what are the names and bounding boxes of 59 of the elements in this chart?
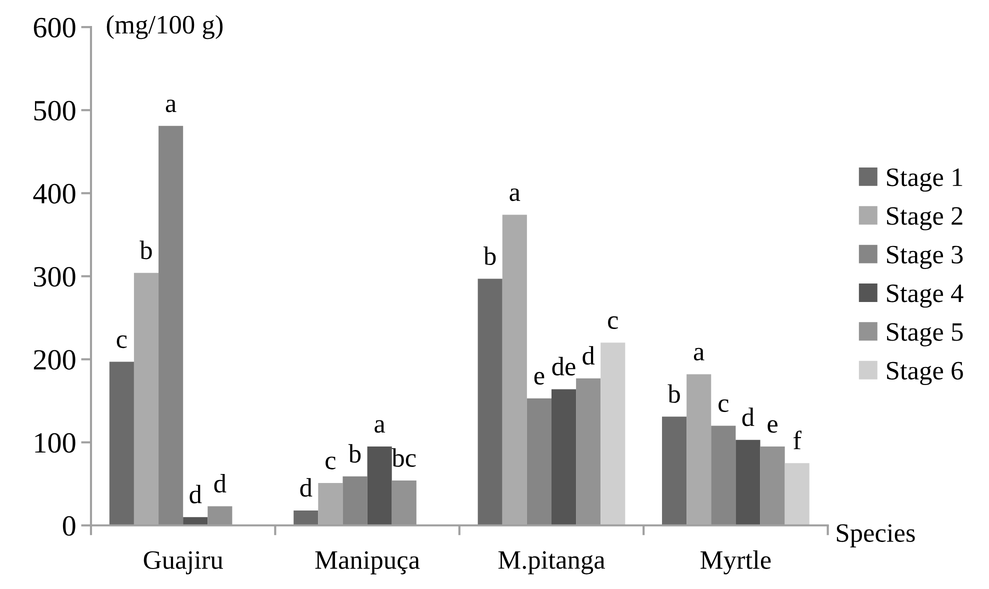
x-tick-label: M.pitanga	[498, 551, 605, 574]
bar	[158, 126, 184, 526]
y-tick-label: 500	[34, 100, 76, 121]
y-tick-label: 300	[34, 266, 76, 287]
x-axis-title: Species	[836, 524, 915, 548]
bar	[600, 342, 626, 526]
data-label: b	[348, 444, 361, 463]
bar	[183, 517, 208, 526]
bar	[576, 378, 601, 526]
bar	[711, 426, 736, 526]
data-label: c	[326, 456, 336, 470]
data-label: d	[190, 484, 202, 504]
data-label: d	[582, 346, 595, 365]
data-label: f	[794, 430, 802, 450]
bar	[294, 510, 318, 526]
data-label: d	[300, 478, 312, 497]
y-tick-label: 400	[33, 184, 76, 204]
bar	[109, 362, 134, 526]
x-tick-label: Manipuça	[315, 551, 420, 574]
bar	[784, 463, 810, 526]
data-label: de	[552, 356, 576, 376]
legend-label: Stage 3	[887, 246, 963, 269]
bar	[478, 278, 502, 526]
data-label: c	[116, 335, 127, 348]
bar	[760, 446, 785, 526]
data-label: bc	[392, 448, 416, 467]
bar	[208, 506, 232, 526]
data-label: c	[718, 399, 728, 412]
legend-label: Stage 6	[887, 362, 963, 386]
y-tick-label: 200	[34, 350, 76, 370]
y-tick-label: 600	[34, 18, 76, 38]
data-label: e	[534, 372, 544, 385]
data-label: a	[166, 100, 176, 112]
data-label: a	[374, 420, 386, 433]
data-label: a	[510, 188, 520, 202]
bar	[551, 389, 576, 526]
bar	[367, 446, 392, 526]
bar	[526, 398, 552, 526]
y-tick-label: 100	[35, 433, 76, 453]
legend-label: Stage 1	[887, 168, 962, 192]
data-label: d	[742, 408, 754, 426]
bar	[342, 476, 368, 526]
data-label: b	[668, 384, 680, 403]
bar	[662, 416, 687, 526]
data-label: d	[214, 474, 226, 493]
data-label: c	[608, 316, 618, 329]
x-tick-label: Myrtle	[700, 550, 771, 574]
legend-label: Stage 5	[887, 323, 963, 346]
x-tick-label: Guajiru	[144, 551, 223, 574]
data-label: b	[483, 246, 496, 266]
data-label: b	[140, 240, 152, 260]
bar	[736, 440, 760, 526]
legend-label: Stage 2	[887, 207, 962, 230]
y-axis-title: (mg/100 g)	[106, 15, 223, 40]
y-tick-label: 0	[62, 516, 76, 536]
bar	[392, 480, 416, 526]
data-label: a	[694, 348, 704, 361]
data-label: e	[768, 420, 778, 433]
legend-label: Stage 4	[887, 284, 964, 308]
